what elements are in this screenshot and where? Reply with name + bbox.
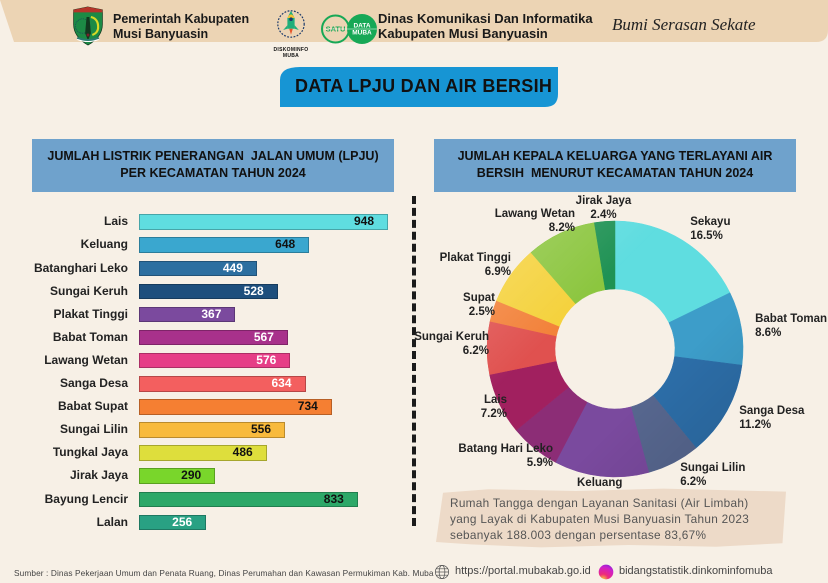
svg-text:MUBA: MUBA [352,30,372,37]
svg-text:DATA: DATA [353,23,370,30]
